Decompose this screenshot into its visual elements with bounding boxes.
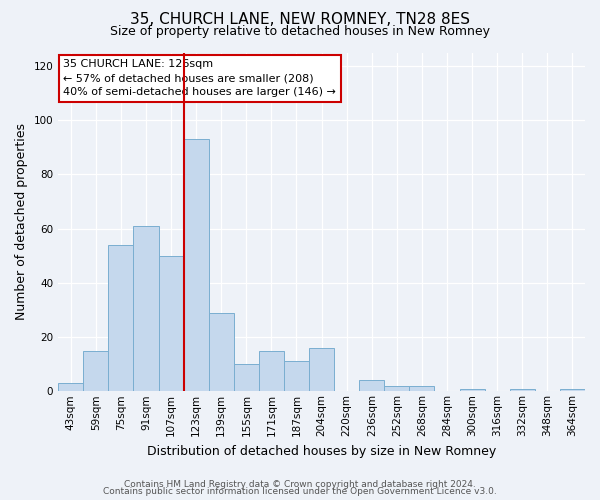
X-axis label: Distribution of detached houses by size in New Romney: Distribution of detached houses by size … [147,444,496,458]
Bar [284,362,309,392]
Bar [259,350,284,392]
Bar [560,388,585,392]
Bar [133,226,158,392]
Bar [83,350,109,392]
Text: Size of property relative to detached houses in New Romney: Size of property relative to detached ho… [110,25,490,38]
Bar [510,388,535,392]
Bar [234,364,259,392]
Bar [385,386,409,392]
Bar [460,388,485,392]
Bar [184,139,209,392]
Y-axis label: Number of detached properties: Number of detached properties [15,124,28,320]
Text: Contains public sector information licensed under the Open Government Licence v3: Contains public sector information licen… [103,488,497,496]
Bar [359,380,385,392]
Text: 35, CHURCH LANE, NEW ROMNEY, TN28 8ES: 35, CHURCH LANE, NEW ROMNEY, TN28 8ES [130,12,470,28]
Bar [409,386,434,392]
Bar [58,383,83,392]
Text: Contains HM Land Registry data © Crown copyright and database right 2024.: Contains HM Land Registry data © Crown c… [124,480,476,489]
Text: 35 CHURCH LANE: 126sqm
← 57% of detached houses are smaller (208)
40% of semi-de: 35 CHURCH LANE: 126sqm ← 57% of detached… [64,60,337,98]
Bar [309,348,334,392]
Bar [158,256,184,392]
Bar [209,312,234,392]
Bar [109,245,133,392]
